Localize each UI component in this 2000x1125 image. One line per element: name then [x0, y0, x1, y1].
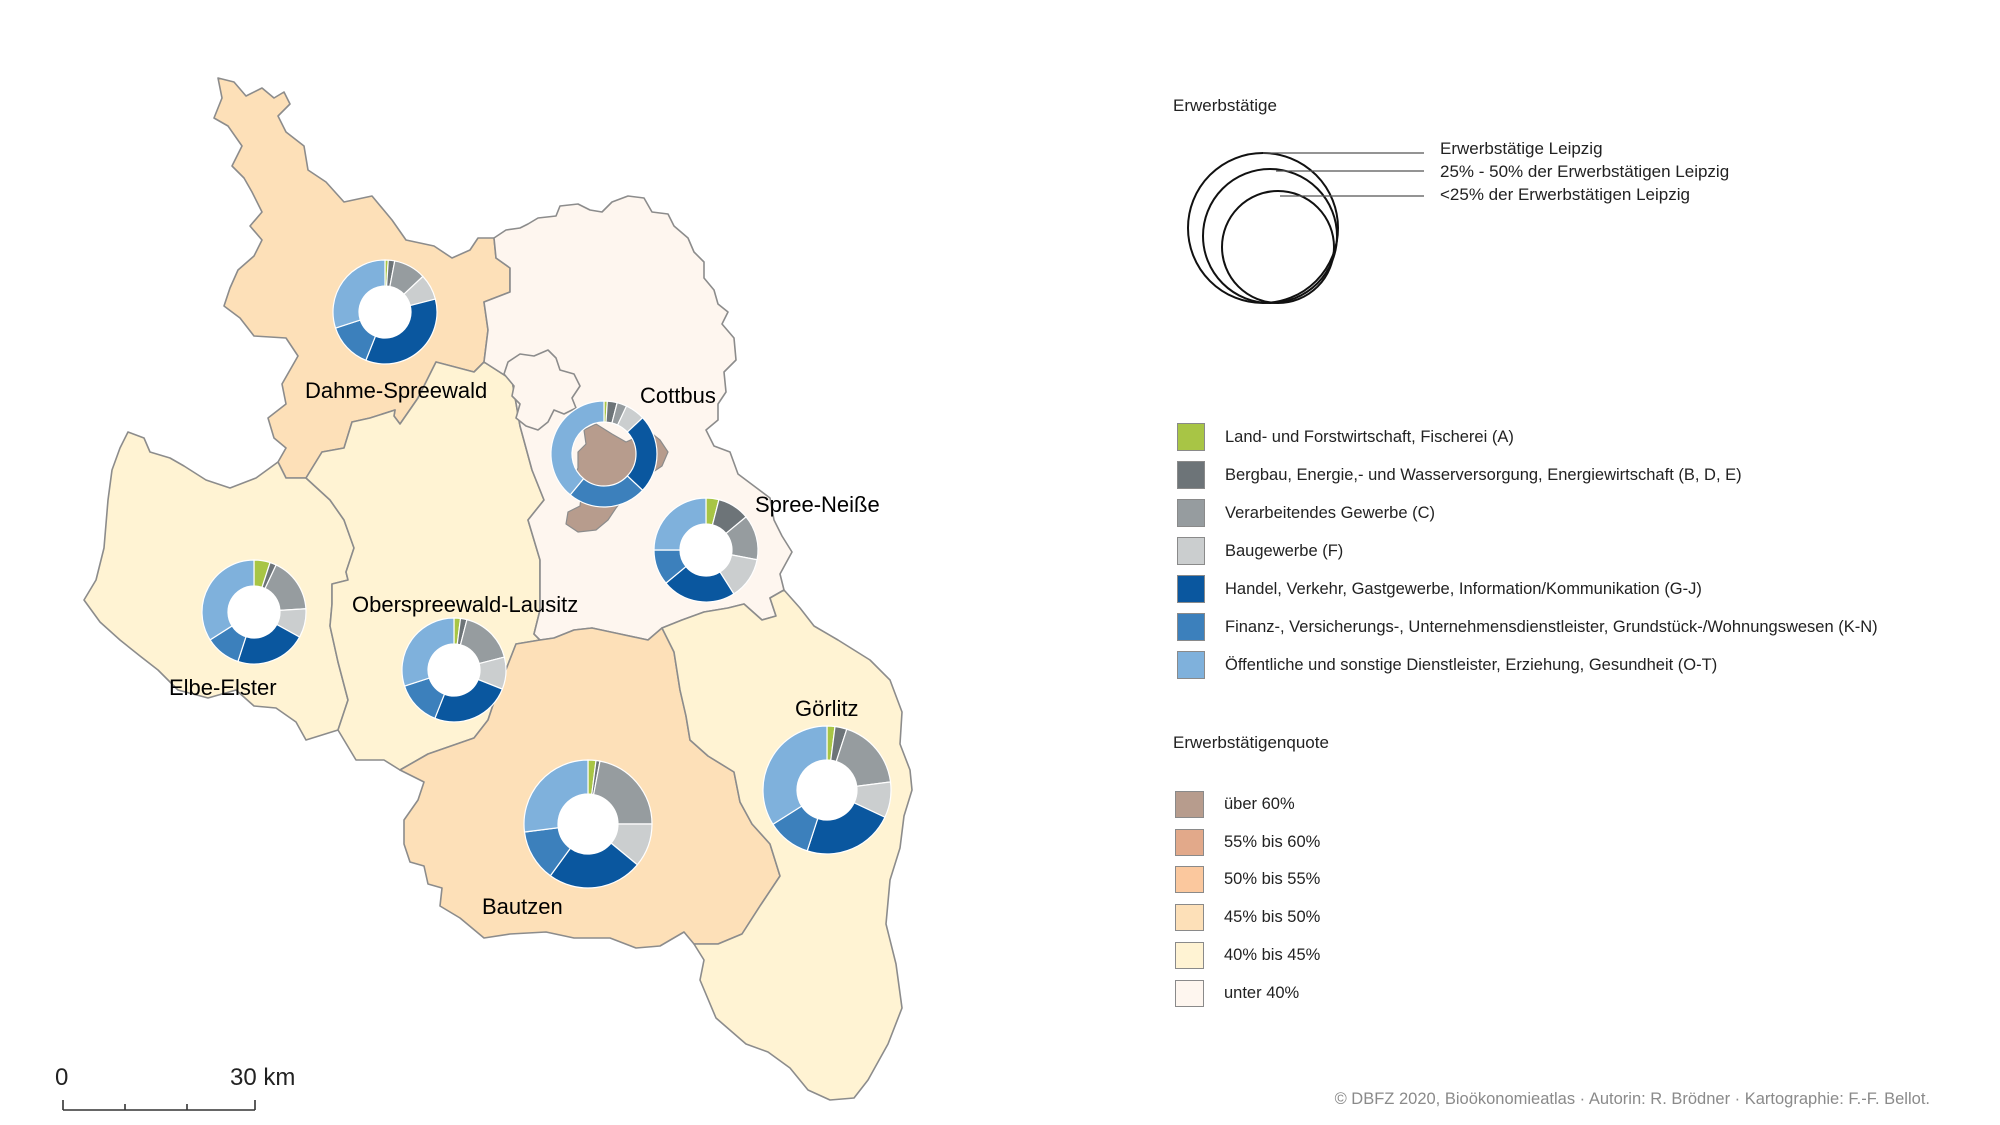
sector-legend-item: Öffentliche und sonstige Dienstleister, …: [1177, 651, 1717, 679]
donut-hole-dahme-spreewald: [359, 286, 411, 338]
sector-legend-item: Finanz-, Versicherungs-, Unternehmensdie…: [1177, 613, 1878, 641]
scale-end-label: 30 km: [230, 1064, 295, 1092]
sector-swatch: [1177, 575, 1205, 603]
district-map: Dahme-Spreewald Elbe-Elster Oberspreewal…: [62, 77, 913, 1111]
quota-legend-item: 50% bis 55%: [1175, 866, 1320, 893]
sector-legend-item: Bergbau, Energie,- und Wasserversorgung,…: [1177, 461, 1742, 489]
region-cottbus[interactable]: [503, 349, 581, 431]
sector-legend-label: Handel, Verkehr, Gastgewerbe, Informatio…: [1225, 579, 1702, 598]
quota-legend-item: 40% bis 45%: [1175, 942, 1320, 969]
sector-donut-charts: [201, 259, 892, 889]
quota-legend-item: über 60%: [1175, 791, 1295, 818]
sector-swatch: [1177, 499, 1205, 527]
credit-line: © DBFZ 2020, Bioökonomieatlas · Autorin:…: [1334, 1090, 1930, 1108]
sector-swatch: [1177, 613, 1205, 641]
sector-legend-label: Öffentliche und sonstige Dienstleister, …: [1225, 655, 1718, 674]
sector-swatch: [1177, 423, 1205, 451]
sector-swatch: [1177, 651, 1205, 679]
quota-legend-item: unter 40%: [1175, 980, 1299, 1007]
circle-label-large: Erwerbstätige Leipzig: [1440, 139, 1603, 158]
donut-hole-bautzen: [558, 794, 618, 854]
sector-legend-item: Land- und Forstwirtschaft, Fischerei (A): [1177, 423, 1514, 451]
sector-swatch: [1177, 461, 1205, 489]
quota-legend-label: 50% bis 55%: [1224, 870, 1321, 888]
sector-legend-label: Land- und Forstwirtschaft, Fischerei (A): [1225, 427, 1514, 446]
donut-segment-goerlitz-6: [762, 725, 828, 826]
scale-end-value: 30: [230, 1064, 257, 1091]
quota-swatch: [1175, 866, 1204, 893]
quota-swatch: [1175, 980, 1204, 1007]
quota-legend-label: über 60%: [1224, 795, 1295, 813]
region-goerlitz[interactable]: [661, 589, 913, 1101]
quota-legend-label: 45% bis 50%: [1224, 908, 1321, 926]
quota-legend-item: 55% bis 60%: [1175, 829, 1320, 856]
sector-legend-item: Baugewerbe (F): [1177, 537, 1343, 565]
quota-legend-label: 55% bis 60%: [1224, 833, 1321, 851]
scale-unit: km: [263, 1064, 296, 1091]
quota-swatch: [1175, 904, 1204, 931]
sector-legend-label: Verarbeitendes Gewerbe (C): [1225, 503, 1436, 522]
sector-legend-item: Handel, Verkehr, Gastgewerbe, Informatio…: [1177, 575, 1702, 603]
quota-swatch: [1175, 829, 1204, 856]
label-spree-neisse: Spree-Neiße: [755, 492, 880, 517]
circle-label-medium: 25% - 50% der Erwerbstätigen Leipzig: [1440, 162, 1730, 181]
label-goerlitz: Görlitz: [795, 696, 859, 721]
sector-swatch: [1177, 537, 1205, 565]
label-oberspreewald-lausitz: Oberspreewald-Lausitz: [352, 592, 578, 617]
circle-size-large: [1187, 152, 1339, 304]
circle-size-small: [1221, 190, 1335, 304]
circle-label-small: <25% der Erwerbstätigen Leipzig: [1440, 185, 1690, 204]
donut-segment-spree-neisse-6: [653, 497, 707, 551]
circle-legend-title: Erwerbstätige: [1173, 96, 1277, 115]
donut-hole-goerlitz: [797, 760, 857, 820]
quota-swatch: [1175, 791, 1204, 818]
label-bautzen: Bautzen: [482, 894, 563, 919]
donut-hole-spree-neisse: [680, 524, 732, 576]
quota-legend-label: unter 40%: [1224, 984, 1300, 1002]
label-elbe-elster: Elbe-Elster: [169, 675, 277, 700]
sector-legend-label: Bergbau, Energie,- und Wasserversorgung,…: [1225, 465, 1742, 484]
sector-legend-item: Verarbeitendes Gewerbe (C): [1177, 499, 1435, 527]
scale-start-label: 0: [55, 1064, 69, 1091]
donut-hole-elbe-elster: [228, 586, 280, 638]
quota-legend-title: Erwerbstätigenquote: [1173, 733, 1329, 752]
label-cottbus: Cottbus: [640, 383, 716, 408]
quota-legend-label: 40% bis 45%: [1224, 946, 1321, 964]
quota-legend-item: 45% bis 50%: [1175, 904, 1320, 931]
quota-swatch: [1175, 942, 1204, 969]
donut-segment-cottbus-6: [550, 400, 605, 496]
circle-size-medium: [1202, 168, 1338, 304]
scale-bar: [62, 1100, 256, 1111]
label-dahme-spreewald: Dahme-Spreewald: [305, 378, 487, 403]
sector-legend-label: Finanz-, Versicherungs-, Unternehmensdie…: [1225, 617, 1878, 636]
donut-hole-oberspreewald-lausitz: [428, 644, 480, 696]
sector-legend-label: Baugewerbe (F): [1225, 541, 1344, 560]
